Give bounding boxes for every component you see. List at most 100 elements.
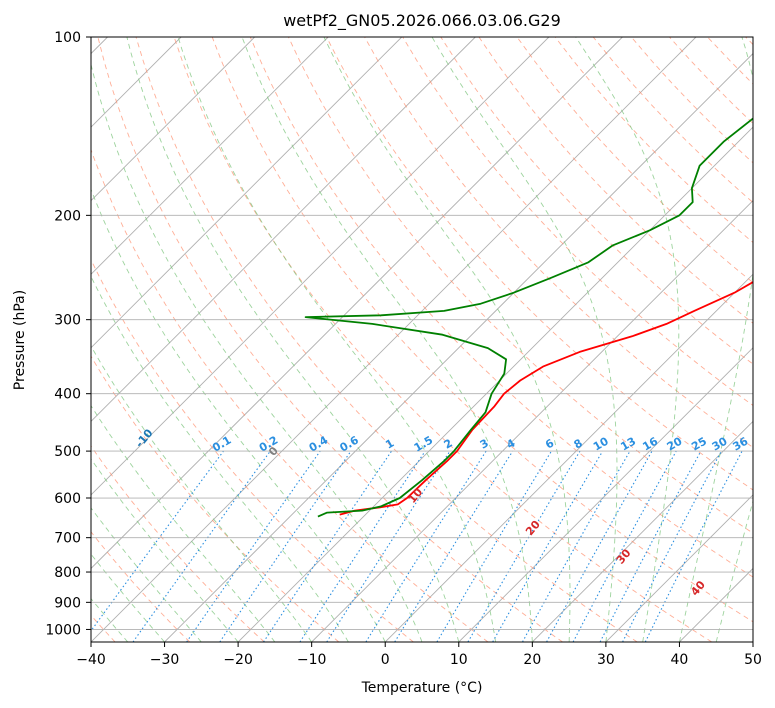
isotherm-line — [164, 52, 753, 642]
dry-adiabat-line — [249, 37, 753, 578]
moist-adiabat-line — [91, 458, 239, 642]
isotherm-line — [91, 37, 255, 202]
dry-adiabat-line — [287, 37, 753, 534]
dry-adiabat-line — [745, 37, 753, 46]
mixing-ratio-line — [91, 450, 224, 632]
y-tick-label: 600 — [54, 491, 81, 507]
moist-adiabat-line — [177, 37, 497, 642]
background-lines — [91, 37, 753, 642]
mixing-ratio-line — [263, 450, 392, 642]
x-tick-label: 40 — [671, 652, 689, 668]
x-tick-label: −40 — [76, 652, 106, 668]
dry-adiabat-line — [402, 37, 753, 407]
moist-adiabat-line — [91, 597, 129, 642]
mixing-ratio-line — [467, 450, 581, 642]
dewpoint-trace — [304, 117, 753, 518]
dry-adiabat-line — [91, 148, 489, 642]
mixing-ratio-line — [572, 450, 677, 642]
y-tick-label: 200 — [54, 208, 81, 224]
temperature-trace — [339, 281, 753, 516]
moist-adiabat-label: 30 — [614, 546, 634, 566]
mixing-ratio-line — [522, 450, 631, 642]
isotherm-line — [91, 37, 329, 275]
x-tick-label: 10 — [450, 652, 468, 668]
dry-adiabat-line — [135, 37, 638, 642]
y-tick-label: 900 — [54, 595, 81, 611]
x-tick-label: −20 — [223, 652, 253, 668]
dry-adiabat-line — [173, 37, 713, 642]
moist-adiabat-line — [91, 404, 276, 642]
sounding-traces — [304, 117, 753, 518]
y-tick-label: 500 — [54, 444, 81, 460]
moist-adiabat-line — [678, 37, 753, 642]
isotherm-line — [458, 347, 753, 642]
isotherm-line — [679, 567, 753, 642]
plot-frame — [90, 36, 754, 643]
moist-adiabat-line — [126, 37, 460, 642]
isotherm-line — [384, 273, 753, 642]
isotherm-line — [91, 37, 476, 422]
moist-adiabat-label: 40 — [688, 578, 708, 598]
y-axis-label: Pressure (hPa) — [12, 290, 28, 390]
dry-adiabat-line — [211, 37, 753, 623]
moist-adiabat-line — [323, 37, 571, 642]
x-tick-label: −30 — [150, 652, 180, 668]
mixing-ratio-line — [436, 450, 552, 642]
isotherm-line — [237, 126, 753, 642]
y-tick-label: 400 — [54, 387, 81, 403]
mixing-ratio-line — [644, 450, 743, 642]
isotherm-line — [91, 37, 697, 642]
x-axis: −40 −30 −20 −10 0 10 20 30 40 50 — [76, 642, 762, 668]
y-tick-label: 800 — [54, 565, 81, 581]
moist-adiabat-line — [752, 640, 753, 642]
mixing-ratio-line — [299, 450, 426, 642]
dry-adiabat-line — [516, 37, 753, 284]
moist-adiabat-line — [91, 345, 313, 642]
y-tick-label: 100 — [54, 30, 81, 46]
moist-adiabat-label: 10 — [406, 485, 426, 505]
isotherm-line — [91, 37, 550, 496]
y-tick-label: 1000 — [45, 622, 81, 638]
dry-adiabat-line — [669, 37, 753, 125]
isotherm-line — [532, 420, 753, 642]
isotherm-line — [752, 641, 753, 642]
moist-adiabat-line — [431, 37, 618, 642]
dry-adiabat-line — [91, 531, 191, 642]
y-tick-label: 300 — [54, 313, 81, 329]
mixing-ratio-label: 4 — [504, 436, 517, 451]
dry-adiabat-line — [91, 445, 265, 642]
moist-adiabat-line — [91, 62, 423, 642]
x-tick-label: 20 — [523, 652, 541, 668]
moist-adiabat-line — [715, 499, 753, 642]
moist-adiabat-line — [91, 553, 165, 642]
dry-adiabat-label: -10 — [133, 426, 156, 450]
moist-adiabat-line — [241, 37, 533, 642]
mixing-ratio-label: 3 — [478, 437, 491, 452]
x-tick-label: 30 — [597, 652, 615, 668]
mixing-ratio-line — [219, 450, 352, 642]
moist-adiabat-line — [91, 507, 202, 642]
mixing-ratio-line — [132, 450, 271, 642]
mixing-ratio-label: 6 — [543, 436, 556, 451]
x-tick-label: 0 — [381, 652, 390, 668]
moist-adiabat-line — [575, 37, 680, 642]
dry-adiabat-line — [91, 258, 414, 642]
dry-adiabat-line — [97, 37, 563, 642]
x-tick-label: −10 — [297, 652, 327, 668]
mixing-ratio-line — [186, 450, 321, 642]
chart-title: wetPf2_GN05.2026.066.03.06.G29 — [283, 11, 561, 31]
moist-adiabat-line — [91, 188, 386, 642]
mixing-ratio-line — [394, 450, 514, 642]
y-axis: 1000 900 800 700 600 500 400 300 200 100 — [45, 30, 91, 638]
mixing-ratio-line — [546, 450, 653, 642]
mixing-ratio-line — [326, 450, 451, 642]
isotherm-line — [605, 494, 753, 642]
moist-adiabat-line — [91, 275, 349, 642]
dry-adiabat-line — [91, 355, 340, 642]
x-axis-label: Temperature (°C) — [361, 680, 483, 696]
isotherm-line — [311, 200, 753, 642]
mixing-ratio-label: 2 — [442, 437, 455, 452]
isotherm-line — [91, 37, 623, 570]
y-tick-label: 700 — [54, 531, 81, 547]
